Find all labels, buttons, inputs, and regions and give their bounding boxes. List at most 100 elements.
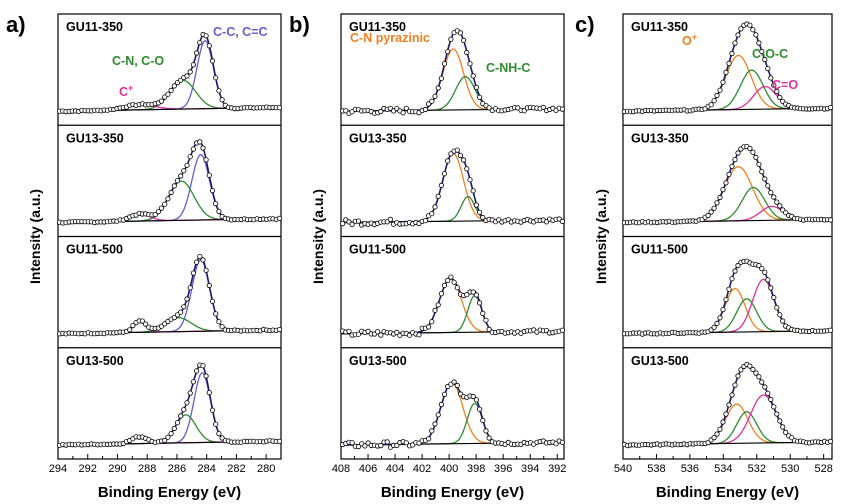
data-point: [717, 426, 723, 432]
data-point: [349, 440, 355, 446]
data-point: [559, 439, 566, 445]
data-point: [194, 368, 200, 374]
data-point: [726, 60, 732, 67]
data-point: [181, 168, 187, 174]
data-point: [777, 312, 783, 318]
peak-c-n-c-o: [58, 180, 281, 224]
data-point: [480, 310, 486, 316]
y-axis-label: Intensity (a.u.): [593, 189, 609, 284]
data-point: [732, 382, 738, 388]
data-point: [467, 177, 473, 183]
trace-label: GU13-500: [66, 354, 124, 368]
data-point: [441, 391, 448, 397]
data-point: [429, 211, 435, 217]
data-point: [464, 166, 470, 172]
x-tick-label: 294: [49, 463, 67, 475]
data-point: [190, 270, 196, 276]
data-point: [194, 259, 200, 265]
peak-c-o: [623, 394, 833, 446]
data-point: [750, 366, 756, 373]
data-point: [476, 300, 483, 306]
data-point: [197, 39, 203, 46]
data-point: [732, 268, 738, 274]
data-point: [460, 157, 467, 163]
x-tick-label: 284: [197, 463, 215, 475]
data-point: [349, 221, 355, 227]
data-point: [483, 428, 489, 434]
data-point: [168, 87, 174, 94]
data-point: [476, 406, 483, 412]
x-tick-label: 286: [168, 463, 186, 475]
data-point: [432, 204, 438, 210]
x-tick-label: 402: [413, 463, 431, 475]
data-point: [483, 317, 489, 323]
data-point: [197, 139, 203, 145]
data-point: [457, 153, 464, 159]
data-point: [726, 402, 732, 408]
data-point: [723, 69, 729, 76]
data-point: [738, 367, 744, 373]
x-tick-label: 282: [227, 463, 245, 475]
data-point: [774, 88, 780, 95]
data-point: [762, 56, 768, 63]
data-point: [711, 205, 717, 211]
data-point: [162, 201, 168, 207]
data-point: [470, 289, 476, 295]
data-point: [768, 285, 774, 291]
data-point: [429, 319, 435, 325]
data-point: [735, 373, 741, 379]
data-point: [723, 296, 729, 303]
data-point: [473, 202, 479, 208]
x-tick-label: 280: [257, 463, 275, 475]
data-point: [470, 188, 476, 194]
trace-label: GU13-350: [66, 131, 124, 145]
data-point: [747, 22, 753, 28]
data-point: [717, 87, 723, 93]
data-point: [464, 292, 470, 298]
data-point: [768, 190, 774, 196]
data-point: [425, 436, 432, 442]
data-point: [729, 50, 735, 57]
data-point: [209, 407, 216, 413]
data-point: [174, 178, 181, 184]
data-point: [438, 401, 444, 408]
data-point: [448, 151, 454, 157]
data-point: [762, 384, 768, 390]
data-point: [209, 188, 216, 194]
peak-c-c-c-c: [57, 40, 281, 112]
data-point: [451, 379, 457, 385]
data-point: [219, 97, 225, 103]
trace-label: GU11-500: [349, 243, 406, 257]
data-point: [378, 332, 384, 338]
x-tick-label: 406: [359, 463, 377, 475]
data-point: [355, 443, 362, 450]
trace-label: GU11-350: [66, 20, 123, 34]
data-point: [435, 302, 441, 308]
data-point: [178, 173, 184, 179]
data-point: [774, 305, 780, 311]
data-point: [209, 298, 216, 304]
data-point: [827, 438, 834, 444]
data-point: [152, 212, 158, 218]
data-point: [184, 400, 190, 406]
data-point: [441, 61, 448, 67]
data-point: [720, 306, 726, 313]
data-point: [445, 48, 451, 55]
x-axis-label: Binding Energy (eV): [656, 484, 799, 501]
data-point: [717, 315, 723, 321]
data-point: [486, 326, 492, 332]
data-point: [765, 66, 771, 72]
trace-label: GU11-500: [66, 243, 123, 257]
data-point: [165, 196, 171, 202]
data-point: [738, 26, 744, 32]
data-point: [762, 176, 768, 182]
x-tick-label: 408: [332, 463, 350, 475]
data-point: [768, 75, 774, 81]
data-point: [213, 421, 219, 427]
data-point: [457, 30, 464, 36]
annotation-label: O+: [682, 32, 697, 48]
data-point: [190, 379, 196, 385]
data-point: [384, 439, 390, 445]
data-point: [206, 282, 212, 289]
peak-c-n-pyrazinic: [340, 48, 564, 112]
